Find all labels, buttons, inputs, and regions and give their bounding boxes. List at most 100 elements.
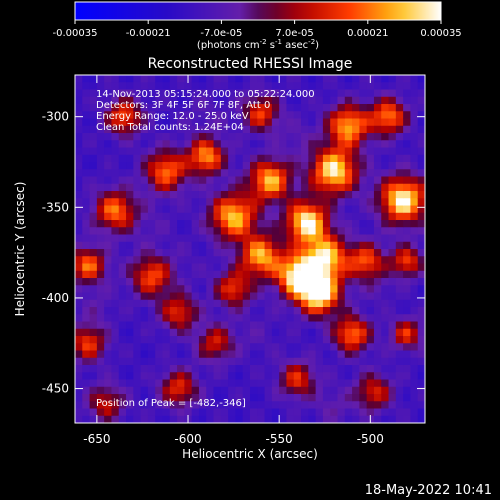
heatmap-cell xyxy=(388,220,397,228)
heatmap-cell xyxy=(286,111,295,120)
heatmap-cell xyxy=(271,321,280,330)
heatmap-cell xyxy=(126,292,134,301)
heatmap-cell xyxy=(82,285,91,294)
heatmap-cell xyxy=(89,386,98,395)
heatmap-cell xyxy=(184,198,193,207)
heatmap-cell xyxy=(264,133,273,141)
heatmap-cell xyxy=(381,278,390,286)
heatmap-cell xyxy=(403,212,412,221)
heatmap-cell xyxy=(96,82,105,91)
heatmap-cell xyxy=(198,176,207,185)
heatmap-cell xyxy=(388,292,397,301)
heatmap-cell xyxy=(301,365,309,373)
heatmap-cell xyxy=(250,154,258,163)
heatmap-cell xyxy=(403,133,412,141)
heatmap-cell xyxy=(395,220,404,228)
heatmap-cell xyxy=(352,169,360,178)
heatmap-cell xyxy=(410,285,419,294)
heatmap-cell xyxy=(111,401,120,410)
heatmap-cell xyxy=(213,125,222,134)
heatmap-cell xyxy=(293,292,302,301)
heatmap-cell xyxy=(315,147,324,156)
heatmap-cell xyxy=(344,82,353,91)
heatmap-cell xyxy=(308,379,317,388)
heatmap-cell xyxy=(410,328,419,337)
heatmap-cell xyxy=(301,82,309,91)
heatmap-cell xyxy=(257,328,266,337)
heatmap-cell xyxy=(111,343,120,352)
heatmap-cell xyxy=(257,140,266,149)
heatmap-cell xyxy=(293,357,302,366)
heatmap-cell xyxy=(75,234,83,243)
heatmap-cell xyxy=(279,270,288,279)
heatmap-cell xyxy=(264,147,273,156)
heatmap-cell xyxy=(133,270,142,279)
heatmap-cell xyxy=(315,365,324,373)
heatmap-cell xyxy=(373,96,382,105)
heatmap-cell xyxy=(75,89,83,98)
heatmap-cell xyxy=(257,111,266,120)
heatmap-cell xyxy=(410,365,419,373)
heatmap-cell xyxy=(301,118,309,127)
heatmap-cell xyxy=(155,111,164,120)
heatmap-cell xyxy=(322,227,331,236)
heatmap-cell xyxy=(228,372,237,381)
heatmap-cell xyxy=(293,169,302,178)
heatmap-cell xyxy=(82,336,91,344)
heatmap-cell xyxy=(388,154,397,163)
heatmap-cell xyxy=(133,96,142,105)
heatmap-cell xyxy=(352,292,360,301)
heatmap-cell xyxy=(359,350,368,359)
colorbar-ticks: -0.00035 -0.00021 -7.0e-05 7.0e-05 0.00021 0.… xyxy=(53,20,462,39)
heatmap-cell xyxy=(344,162,353,170)
heatmap-cell xyxy=(395,263,404,272)
heatmap-cell xyxy=(191,140,200,149)
heatmap-cell xyxy=(264,111,273,120)
heatmap-cell xyxy=(228,350,237,359)
heatmap-cell xyxy=(147,328,156,337)
heatmap-cell xyxy=(322,278,331,286)
heatmap-cell xyxy=(381,415,390,423)
heatmap-cell xyxy=(315,220,324,228)
heatmap-cell xyxy=(198,256,207,265)
heatmap-cell xyxy=(89,162,98,170)
annotation-energy-range: Energy Range: 12.0 - 25.0 keV xyxy=(96,111,249,122)
heatmap-cell xyxy=(82,183,91,192)
heatmap-cell xyxy=(155,256,164,265)
heatmap-cell xyxy=(235,198,244,207)
heatmap-cell xyxy=(235,365,244,373)
heatmap-cell xyxy=(271,176,280,185)
heatmap-cell xyxy=(271,292,280,301)
heatmap-cell xyxy=(133,118,142,127)
heatmap-cell xyxy=(330,154,339,163)
heatmap-cell xyxy=(162,343,171,352)
heatmap-cell xyxy=(359,249,368,257)
heatmap-cell xyxy=(147,314,156,323)
heatmap-cell xyxy=(257,394,266,402)
heatmap-cell xyxy=(315,75,324,83)
heatmap-cell xyxy=(322,408,331,417)
heatmap-cell xyxy=(242,379,251,388)
heatmap-cell xyxy=(410,314,419,323)
heatmap-cell xyxy=(184,212,193,221)
heatmap-cell xyxy=(293,154,302,163)
heatmap-cell xyxy=(220,394,229,402)
heatmap-cell xyxy=(395,89,404,98)
heatmap-cell xyxy=(388,321,397,330)
heatmap-cell xyxy=(344,220,353,228)
heatmap-cell xyxy=(388,343,397,352)
heatmap-cell xyxy=(242,169,251,178)
heatmap-cell xyxy=(301,162,309,170)
heatmap-cell xyxy=(417,343,425,352)
heatmap-cell xyxy=(155,408,164,417)
heatmap-cell xyxy=(417,89,425,98)
heatmap-cell xyxy=(89,408,98,417)
heatmap-cell xyxy=(388,278,397,286)
heatmap-cell xyxy=(250,278,258,286)
heatmap-cell xyxy=(228,394,237,402)
heatmap-cell xyxy=(228,299,237,308)
heatmap-cell xyxy=(403,394,412,402)
heatmap-cell xyxy=(104,147,113,156)
heatmap-cell xyxy=(133,299,142,308)
heatmap-cell xyxy=(126,212,134,221)
